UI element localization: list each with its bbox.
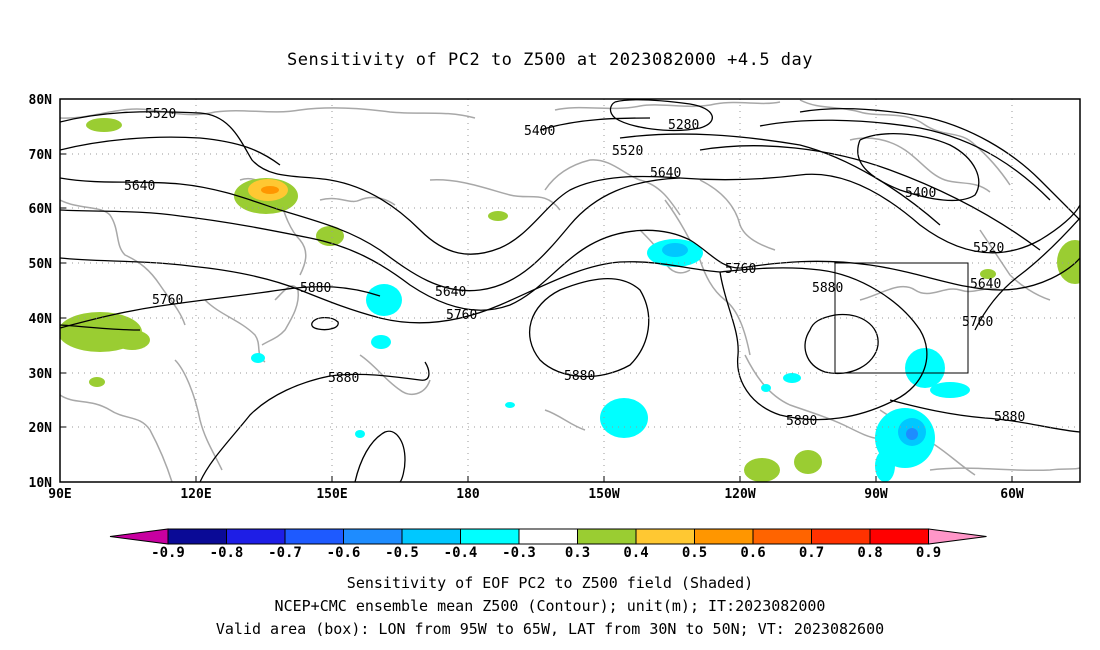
- colorbar-swatch: [635, 528, 695, 545]
- contour-label: 5640: [650, 166, 681, 181]
- contour-label: 5760: [152, 293, 183, 308]
- colorbar-label: 0.5: [682, 545, 707, 561]
- colorbar-label: -0.3: [502, 545, 536, 561]
- colorbar-swatch: [284, 528, 344, 545]
- valid-area-box: [834, 262, 969, 374]
- lon-label: 150W: [588, 487, 619, 502]
- colorbar-swatch: [811, 528, 871, 545]
- contour-label: 5880: [994, 410, 1025, 425]
- lat-label: 80N: [29, 93, 53, 108]
- lat-label: 50N: [29, 257, 53, 272]
- colorbar-label: 0.4: [623, 545, 648, 561]
- colorbar-label: -0.8: [210, 545, 244, 561]
- graticule: [60, 99, 1080, 482]
- colorbar-swatch: [752, 528, 812, 545]
- lat-label: 60N: [29, 202, 53, 217]
- colorbar-label: 0.9: [916, 545, 941, 561]
- caption-shading: Sensitivity of EOF PC2 to Z500 field (Sh…: [346, 574, 754, 592]
- contour-label: 5640: [970, 277, 1001, 292]
- contour-label: 5760: [725, 262, 756, 277]
- colorbar-swatch: [343, 528, 403, 545]
- lon-label: 120E: [180, 487, 211, 502]
- colorbar-label: 0.7: [799, 545, 824, 561]
- colorbar-swatch: [694, 528, 754, 545]
- lat-axis-labels: 80N 70N 60N 50N 40N 30N 20N 10N: [29, 93, 53, 491]
- colorbar-swatch: [460, 528, 520, 545]
- contour-label: 5280: [668, 118, 699, 133]
- contour-label: 5880: [328, 371, 359, 386]
- lat-label: 70N: [29, 148, 53, 163]
- lon-label: 90W: [864, 487, 888, 502]
- lon-label: 150E: [316, 487, 347, 502]
- colorbar-label: -0.9: [151, 545, 185, 561]
- contour-label: 5400: [524, 124, 555, 139]
- colorbar-labels: -0.9 -0.8 -0.7 -0.6 -0.5 -0.4 -0.3 0.3 0.4 0.5 0.6…: [151, 545, 941, 561]
- contour-labels: 5520 5400 5280 5520 5640 5640 5400 5520 …: [124, 107, 1025, 429]
- sensitivity-shading: [60, 118, 1080, 482]
- lon-label: 60W: [1000, 487, 1024, 502]
- colorbar-label: -0.6: [327, 545, 361, 561]
- colorbar-swatch: [518, 528, 578, 545]
- colorbar-swatch: [226, 528, 286, 545]
- colorbar-swatch: [167, 528, 227, 545]
- contour-label: 5880: [812, 281, 843, 296]
- lat-label: 30N: [29, 367, 53, 382]
- colorbar-label: 0.8: [857, 545, 882, 561]
- colorbar-swatch: [401, 528, 461, 545]
- colorbar-swatch: [577, 528, 637, 545]
- lon-label: 120W: [724, 487, 755, 502]
- contour-label: 5520: [145, 107, 176, 122]
- contour-label: 5880: [300, 281, 331, 296]
- contour-label: 5640: [124, 179, 155, 194]
- contour-label: 5400: [905, 186, 936, 201]
- contour-label: 5880: [564, 369, 595, 384]
- plot-frame: [59, 98, 1081, 483]
- tick-marks: [59, 98, 1013, 483]
- contour-label: 5760: [446, 308, 477, 323]
- contour-label: 5880: [786, 414, 817, 429]
- contour-label: 5520: [973, 241, 1004, 256]
- lon-axis-labels: 90E 120E 150E 180 150W 120W 90W 60W: [48, 487, 1024, 502]
- lat-label: 20N: [29, 421, 53, 436]
- lat-label: 40N: [29, 312, 53, 327]
- colorbar-swatch: [869, 528, 929, 545]
- lon-label: 180: [456, 487, 480, 502]
- colorbar-label: -0.5: [385, 545, 419, 561]
- chart-title: Sensitivity of PC2 to Z500 at 2023082000…: [286, 50, 813, 70]
- colorbar-high-extension: [928, 528, 987, 545]
- colorbar: [109, 528, 987, 545]
- lon-label: 90E: [48, 487, 71, 502]
- colorbar-low-extension: [109, 528, 169, 545]
- colorbar-label: 0.6: [740, 545, 765, 561]
- colorbar-label: -0.4: [444, 545, 478, 561]
- lat-label: 10N: [29, 476, 53, 491]
- contour-label: 5640: [435, 285, 466, 300]
- contour-label: 5760: [962, 315, 993, 330]
- coastlines: [60, 99, 1080, 482]
- z500-contours: [60, 99, 1080, 482]
- colorbar-label: -0.7: [268, 545, 302, 561]
- caption-contour: NCEP+CMC ensemble mean Z500 (Contour); u…: [274, 597, 826, 615]
- colorbar-label: 0.3: [565, 545, 590, 561]
- caption-valid-area: Valid area (box): LON from 95W to 65W, L…: [215, 620, 885, 638]
- contour-label: 5520: [612, 144, 643, 159]
